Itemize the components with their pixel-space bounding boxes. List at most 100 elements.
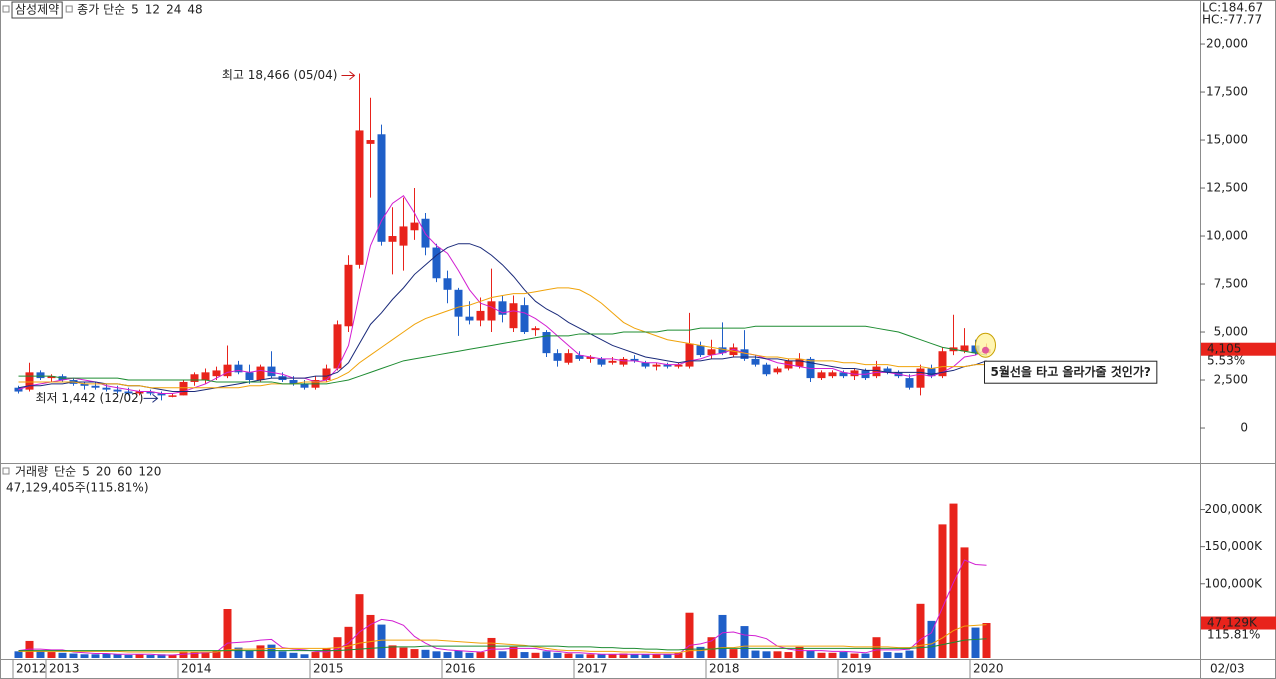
candle-body <box>113 389 122 392</box>
legend-entry: 24 <box>166 3 181 17</box>
highlight-dot <box>982 346 989 354</box>
candle-body <box>377 134 386 242</box>
candle-body <box>91 385 100 388</box>
volume-bar <box>157 654 166 658</box>
candle-body <box>333 324 342 369</box>
legend-entry: 60 <box>117 465 132 479</box>
candle-body <box>47 376 56 379</box>
legend-entry: 5 <box>131 3 139 17</box>
volume-bar <box>355 594 364 658</box>
volume-bar <box>740 626 749 658</box>
legend-entry: 20 <box>96 465 111 479</box>
volume-bar <box>784 652 793 658</box>
volume-bar <box>69 653 78 658</box>
candle-body <box>971 345 980 354</box>
volume-bar <box>465 652 474 658</box>
y-tick-label: 2,500 <box>1214 373 1248 387</box>
volume-bar <box>883 652 892 658</box>
volume-bar <box>476 652 485 658</box>
candle-body <box>179 381 188 396</box>
volume-bar <box>58 652 67 658</box>
moving-average <box>18 243 987 393</box>
low-arrow <box>143 393 159 403</box>
legend-icon <box>65 5 73 13</box>
volume-bar <box>707 637 716 658</box>
candle-body <box>850 370 859 377</box>
candle-body <box>124 391 133 394</box>
candle-body <box>366 140 375 144</box>
volume-bar <box>234 647 243 658</box>
candle-body <box>36 372 45 379</box>
candle-body <box>685 343 694 367</box>
candle-body <box>245 372 254 381</box>
volume-summary: 47,129,405주(115.81%) <box>6 481 149 495</box>
y-tick-label: 7,500 <box>1214 277 1248 291</box>
candle-body <box>157 393 166 396</box>
candle-body <box>707 349 716 356</box>
candle-body <box>630 358 639 361</box>
candle-body <box>960 345 969 352</box>
candle-body <box>751 358 760 365</box>
candle-body <box>509 303 518 329</box>
candle-body <box>586 356 595 359</box>
candle-body <box>399 226 408 246</box>
volume-bar <box>344 626 353 658</box>
indicator: LC:184.67 <box>1202 1 1263 15</box>
volume-bar <box>14 651 23 658</box>
volume-bar <box>278 651 287 658</box>
volume-bar <box>850 653 859 658</box>
legend-icon <box>2 467 10 475</box>
candle-body <box>872 366 881 377</box>
y-tick-label: 150,000K <box>1205 539 1264 553</box>
candle-body <box>267 366 276 377</box>
candle-body <box>608 360 617 363</box>
volume-bar <box>927 620 936 658</box>
volume-bar <box>443 652 452 658</box>
candle-body <box>223 364 232 377</box>
candle-body <box>256 366 265 381</box>
candle-body <box>190 374 199 382</box>
moving-average <box>18 287 987 389</box>
y-tick-label: 200,000K <box>1205 502 1264 516</box>
candle-body <box>146 391 155 394</box>
volume-bar <box>751 650 760 658</box>
volume-bar <box>839 652 848 658</box>
candle-body <box>641 362 650 367</box>
volume-bar <box>949 503 958 658</box>
x-tick-label: 2012 <box>16 662 47 676</box>
legend-icon <box>2 5 10 13</box>
volume-bar <box>520 652 529 658</box>
volume-bar <box>256 645 265 658</box>
volume-title: 거래량 <box>15 465 48 479</box>
volume-bar <box>971 627 980 658</box>
volume-bar <box>729 649 738 658</box>
volume-bar <box>47 652 56 658</box>
high-arrow <box>341 71 356 80</box>
candle-body <box>289 380 298 384</box>
volume-bar <box>80 654 89 658</box>
candle-body <box>465 316 474 321</box>
volume-bar <box>597 654 606 658</box>
candle-body <box>234 364 243 373</box>
highlight <box>975 332 996 358</box>
stock-name-box <box>11 1 63 19</box>
candle-body <box>597 358 606 365</box>
candle-body <box>520 305 529 333</box>
y-tick-label: 100,000K <box>1205 576 1264 590</box>
candle-body <box>454 289 463 317</box>
candle-body <box>542 332 551 354</box>
volume-bar <box>487 637 496 658</box>
volume-bar <box>190 652 199 658</box>
candle-body <box>201 372 210 381</box>
last-change: 5.53% <box>1207 354 1245 368</box>
volume-bar <box>91 654 100 658</box>
volume-bar <box>817 652 826 658</box>
volume-bar <box>696 646 705 658</box>
legend-entry: 12 <box>145 3 160 17</box>
volume-bar <box>685 612 694 658</box>
candle-body <box>619 358 628 365</box>
candle-body <box>927 368 936 377</box>
volume-bar <box>388 645 397 658</box>
volume-bar <box>223 609 232 658</box>
volume-bar <box>135 654 144 658</box>
